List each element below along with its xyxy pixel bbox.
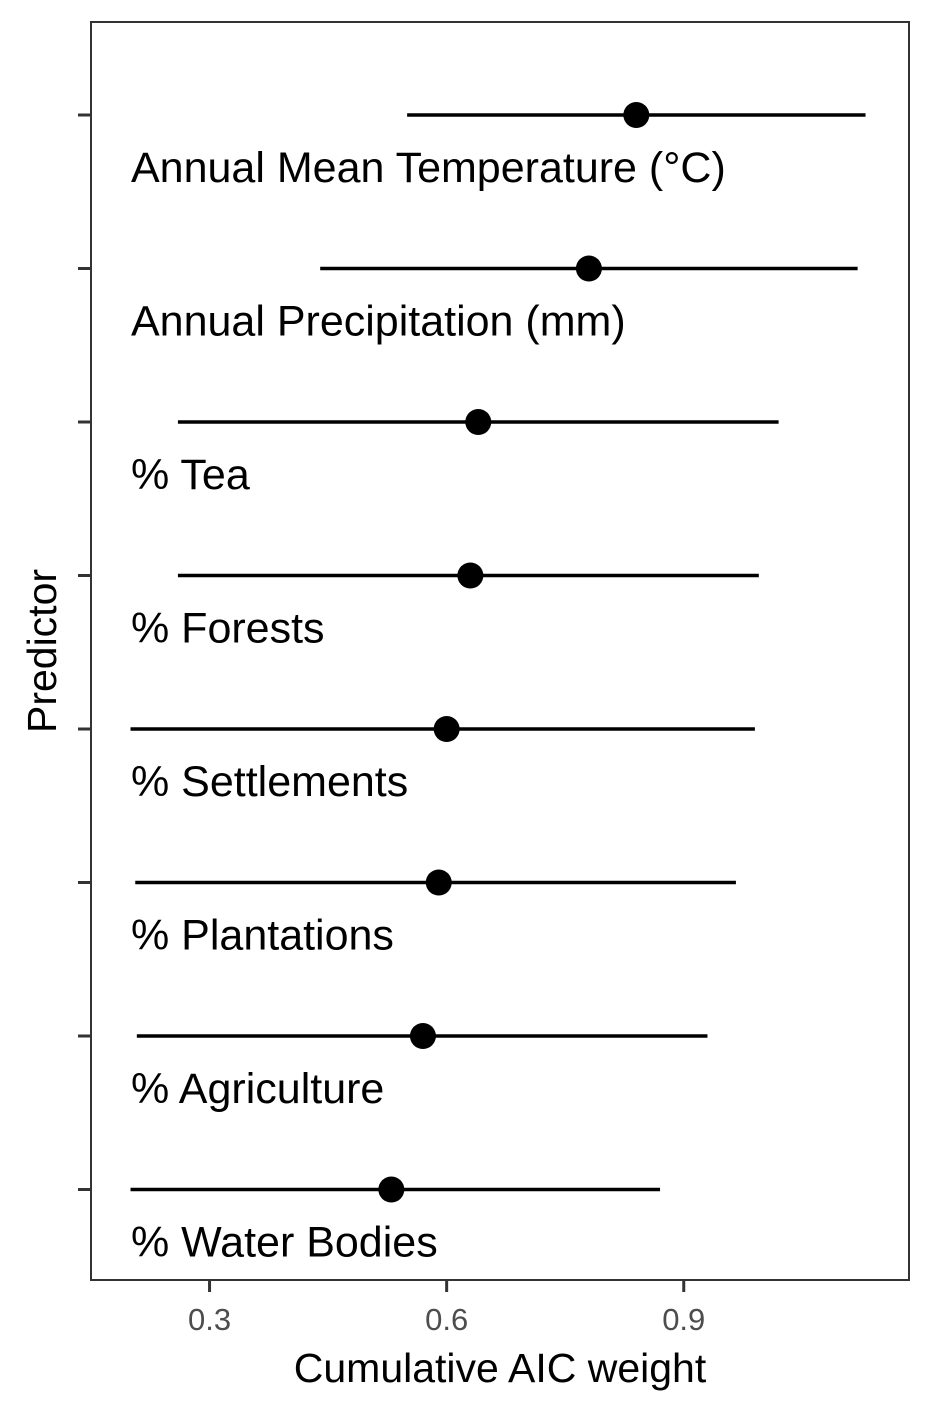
predictor-label: % Tea — [131, 451, 250, 499]
predictor-row: % Water Bodies — [130, 1176, 661, 1267]
estimate-point — [623, 102, 650, 128]
predictor-row: % Agriculture — [131, 1023, 708, 1113]
x-tick-label: 0.9 — [662, 1302, 705, 1337]
estimate-point — [425, 869, 452, 896]
marks-layer: Annual Mean Temperature (°C) Annual Preci… — [130, 102, 866, 1267]
predictor-row: % Plantations — [131, 869, 736, 960]
estimate-point — [575, 255, 602, 282]
estimate-point — [465, 409, 492, 435]
x-axis-title: Cumulative AIC weight — [294, 1345, 707, 1391]
x-tick-label: 0.3 — [188, 1302, 231, 1337]
predictor-label: % Water Bodies — [131, 1219, 438, 1267]
y-axis-title: Predictor — [19, 569, 65, 733]
predictor-row: % Forests — [131, 562, 759, 653]
predictor-row: % Tea — [131, 409, 779, 499]
predictor-label: Annual Precipitation (mm) — [131, 298, 626, 346]
x-tick-label: 0.6 — [425, 1302, 468, 1337]
predictor-label: % Plantations — [131, 912, 394, 960]
predictor-label: % Agriculture — [131, 1065, 384, 1113]
predictor-row: Annual Mean Temperature (°C) — [131, 102, 866, 192]
predictor-label: % Settlements — [131, 758, 408, 806]
estimate-point — [409, 1023, 436, 1049]
predictor-row: Annual Precipitation (mm) — [131, 255, 858, 346]
predictor-row: % Settlements — [130, 716, 755, 806]
x-axis-ticks: 0.3 0.6 0.9 — [188, 1280, 705, 1337]
predictor-label: % Forests — [131, 605, 325, 653]
estimate-point — [457, 562, 484, 589]
y-axis-ticks — [78, 113, 91, 1191]
estimate-point — [433, 716, 460, 742]
estimate-point — [378, 1176, 405, 1203]
predictor-label: Annual Mean Temperature (°C) — [131, 144, 726, 192]
panel-border — [90, 21, 910, 1281]
